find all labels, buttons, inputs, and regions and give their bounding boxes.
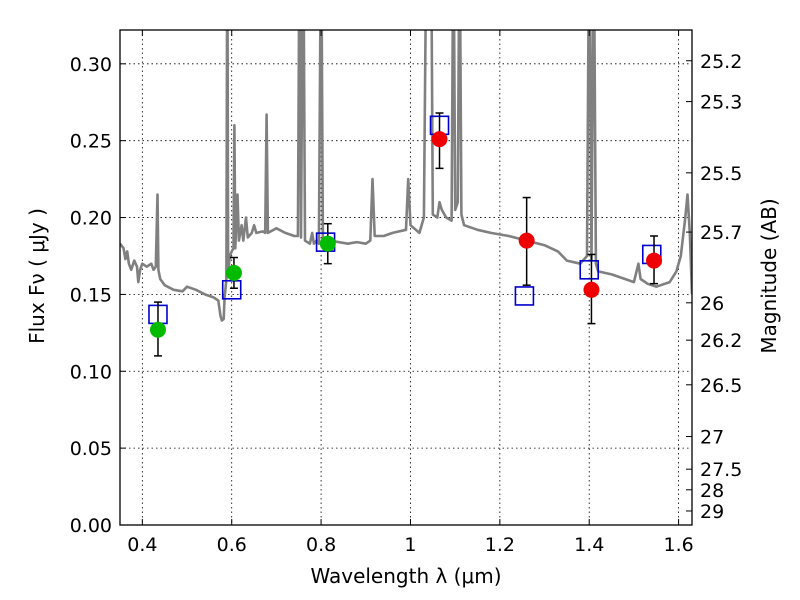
y-axis-label: Flux Fν ( μJy ) [25, 208, 49, 344]
x-tick-label: 0.8 [306, 534, 336, 556]
observed-green-point [319, 235, 336, 252]
y2-tick-label: 27 [700, 427, 724, 449]
y-tick-label: 0.10 [70, 361, 112, 383]
y2-tick-label: 26.2 [700, 330, 742, 352]
model-square-point [579, 260, 600, 280]
y-tick-label: 0.20 [70, 208, 112, 230]
observed-red-point [518, 232, 535, 249]
x-tick-label: 0.6 [217, 534, 247, 556]
x-tick-label: 1.2 [485, 534, 515, 556]
y2-tick-label: 29 [700, 501, 724, 523]
y2-tick-label: 25.2 [700, 51, 742, 73]
y-tick-label: 0.15 [70, 284, 112, 306]
y2-axis-label: Magnitude (AB) [757, 198, 781, 353]
y2-tick-label: 26 [700, 293, 724, 315]
x-axis-ticks: 0.4 0.6 0.8 1 1.2 1.4 1.6 [127, 30, 694, 556]
grid-lines [120, 30, 692, 526]
observed-green-point [149, 321, 166, 338]
y2-tick-label: 25.7 [700, 222, 742, 244]
y-tick-label: 0.00 [70, 515, 112, 537]
y2-tick-label: 25.3 [700, 92, 742, 114]
y-tick-label: 0.30 [70, 54, 112, 76]
x-tick-label: 1 [404, 534, 416, 556]
x-axis-label: Wavelength λ (μm) [310, 564, 501, 588]
observed-red-point [583, 281, 600, 298]
y-tick-label: 0.25 [70, 131, 112, 153]
model-square-point [514, 286, 535, 306]
x-tick-label: 0.4 [127, 534, 157, 556]
observed-red-point [646, 252, 663, 269]
spectrum-curve [120, 30, 692, 322]
y2-tick-label: 27.5 [700, 459, 742, 481]
y2-tick-label: 26.5 [700, 375, 742, 397]
observed-red-point [431, 131, 448, 148]
y-axis-ticks: 0.00 0.05 0.10 0.15 0.20 0.25 0.30 [70, 54, 126, 537]
model-square-point [221, 279, 242, 300]
y2-tick-label: 28 [700, 480, 724, 502]
y2-tick-label: 25.5 [700, 163, 742, 185]
x-tick-label: 1.4 [574, 534, 604, 556]
plot-frame [119, 29, 693, 526]
y-tick-label: 0.05 [70, 438, 112, 460]
observed-green-point [225, 264, 242, 281]
x-tick-label: 1.6 [663, 534, 693, 556]
photometry-points [148, 112, 663, 357]
spectrum-line [120, 30, 692, 322]
